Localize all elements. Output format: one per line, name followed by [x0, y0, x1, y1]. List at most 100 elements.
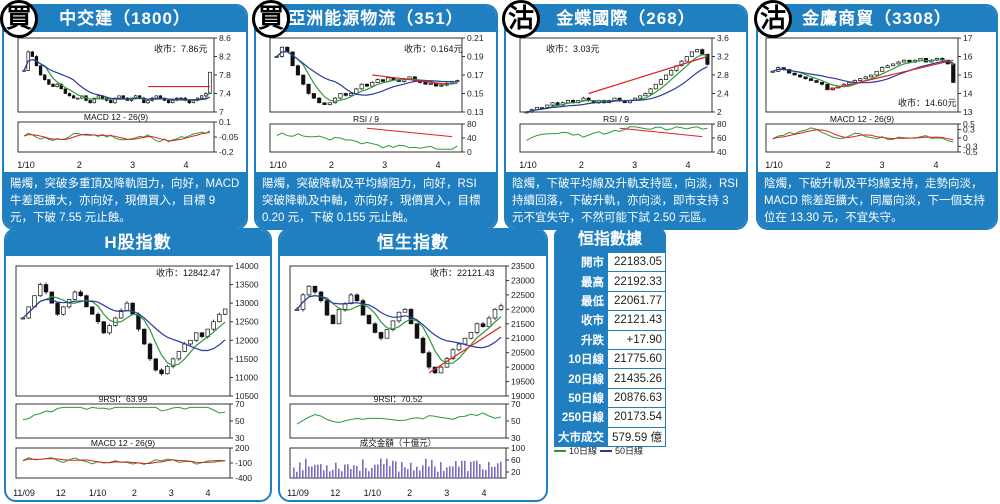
ma-legend: 10日線 50日線: [554, 444, 643, 457]
candle-body: [364, 83, 370, 87]
y-tick-label: 15: [963, 70, 973, 80]
y-tick-label: 20: [511, 467, 521, 477]
x-tick-label: 2: [132, 488, 137, 498]
chart-1800: 7 7.4 7.8 8.2 8.6 收市：7.86元 0.1 -0.05 -0.2 MACD 12…: [17, 33, 238, 170]
sell-badge: 沽: [502, 0, 540, 38]
volume-bar: [371, 467, 373, 478]
stats-label: 最高: [554, 271, 608, 292]
chart-hshares: 10500 11000 11500 12000 12500 13000 13500 14000…: [13, 261, 259, 498]
candle-body: [423, 82, 428, 85]
legend-swatch: [554, 449, 566, 452]
volume-bar: [338, 468, 340, 478]
sub-chart-label: MACD 12 - 26(9): [91, 438, 155, 448]
x-tick-label: 3: [632, 160, 637, 170]
close-price-label: 收市：14.60元: [898, 97, 957, 108]
candle-body: [92, 97, 96, 104]
candle-body: [38, 284, 43, 297]
sub-plot-frame: [15, 447, 231, 479]
y-tick-label: 2.4: [717, 89, 729, 99]
y-tick-label: 23000: [511, 275, 535, 285]
candle-body: [684, 56, 689, 62]
y-tick-label: 40: [467, 133, 477, 143]
candle-body: [22, 70, 26, 72]
volume-bar: [317, 464, 319, 478]
candle-body: [343, 93, 348, 96]
stats-value: 22061.77: [607, 290, 666, 312]
candle-body: [301, 74, 306, 85]
volume-bar: [425, 458, 427, 478]
y-tick-label: 100: [511, 443, 525, 453]
candle-body: [808, 78, 814, 81]
y-tick-label: 0.17: [467, 70, 484, 80]
x-tick-label: 1/10: [269, 160, 287, 170]
candle-body: [188, 339, 193, 345]
x-tick-label: 3: [130, 160, 135, 170]
volume-bar: [443, 470, 445, 478]
candle-body: [130, 302, 135, 315]
volume-bar: [404, 467, 406, 478]
sub-plot-frame: [289, 403, 507, 439]
volume-bar: [344, 464, 346, 478]
volume-bar: [320, 464, 322, 478]
candle-body: [370, 82, 375, 87]
candle-body: [874, 70, 879, 76]
stats-label: 大市成交: [554, 426, 608, 447]
stats-value: 20876.63: [607, 387, 666, 409]
x-tick-label: 1/10: [364, 488, 382, 498]
candle-body: [648, 88, 653, 94]
x-tick-label: 1/10: [17, 160, 35, 170]
candle-body: [47, 79, 51, 85]
y-tick-label: 70: [511, 399, 521, 409]
candle-body: [414, 323, 420, 339]
volume-bar: [494, 466, 496, 478]
stats-row: 開市 22183.05: [554, 251, 666, 273]
sub-chart-label: 9RSI：63.99: [99, 394, 148, 404]
trend-line: [366, 127, 453, 138]
candle-body: [159, 369, 164, 375]
y-tick-label: 13500: [235, 280, 259, 290]
signal-line: [22, 458, 226, 465]
candle-body: [294, 308, 300, 311]
y-tick-label: 0.19: [467, 52, 484, 62]
candle-body: [43, 284, 49, 293]
panel-description: 陰燭，下破平均線及升軌支持區，向淡，RSI 持續回落，下破升軌，亦向淡，即市支持…: [506, 172, 746, 228]
candle-body: [638, 95, 643, 99]
y-tick-label: -0.2: [219, 147, 234, 157]
candle-body: [170, 358, 176, 367]
candle-body: [880, 67, 885, 72]
volume-bar: [461, 460, 463, 478]
stats-row: 大市成交 579.59 億: [554, 426, 666, 447]
y-tick-label: 40: [717, 147, 727, 157]
candle-body: [88, 100, 92, 104]
candle-body: [96, 95, 101, 99]
close-price-label: 收市：12842.47: [156, 267, 221, 278]
x-tick-label: 4: [933, 160, 938, 170]
ma-long-line: [772, 60, 954, 84]
candle-body: [63, 88, 68, 94]
volume-bar: [419, 470, 421, 478]
candle-body: [402, 308, 408, 313]
candle-body: [378, 332, 384, 339]
volume-bar: [497, 463, 499, 478]
candle-body: [101, 321, 106, 334]
candle-body: [420, 337, 426, 354]
volume-bar: [359, 470, 361, 478]
candle-body: [194, 332, 199, 341]
close-price-label: 收市：3.03元: [546, 43, 600, 54]
volume-bar: [389, 466, 391, 478]
volume-bar: [356, 465, 358, 478]
volume-bar: [326, 465, 328, 478]
y-tick-label: 0: [467, 147, 472, 157]
volume-bar: [401, 462, 403, 478]
candle-body: [222, 308, 228, 315]
volume-bar: [347, 464, 349, 478]
trend-line: [588, 55, 708, 95]
volume-bar: [311, 466, 313, 478]
candle-body: [290, 51, 295, 67]
volume-bar: [431, 459, 433, 478]
sub-chart-label: RSI / 9: [353, 114, 379, 124]
y-tick-label: 2: [717, 107, 722, 117]
candle-body: [154, 95, 158, 99]
candle-body: [565, 100, 570, 104]
volume-bar: [422, 465, 424, 478]
